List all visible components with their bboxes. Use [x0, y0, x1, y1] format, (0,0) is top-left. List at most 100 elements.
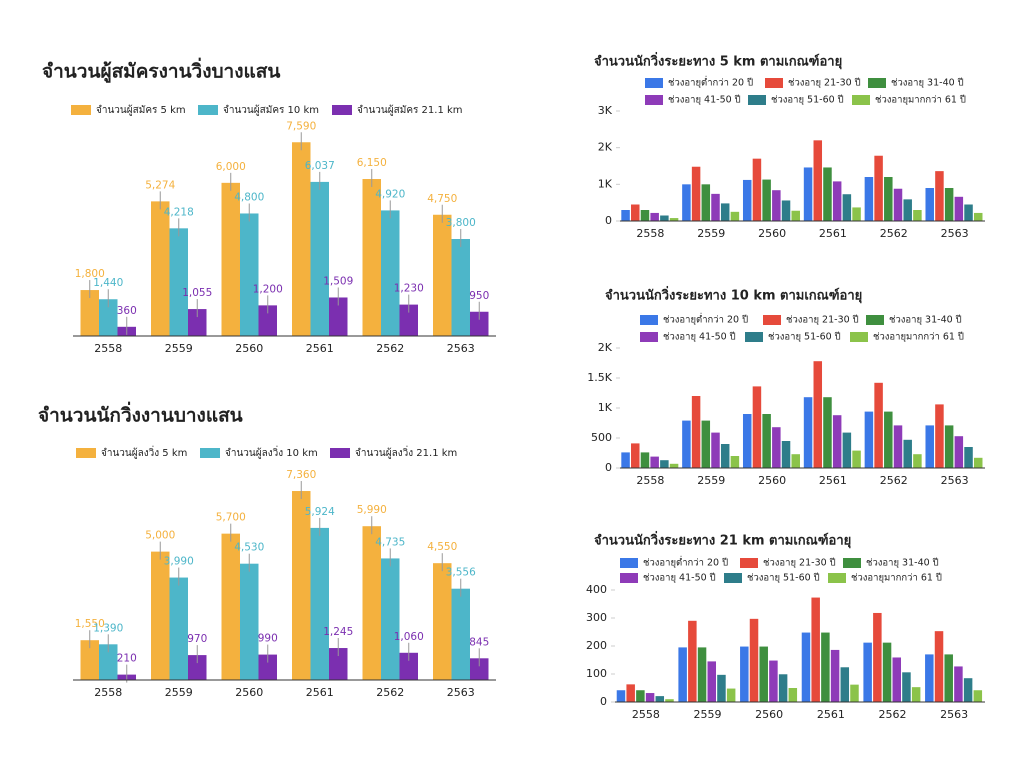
bar — [852, 450, 861, 468]
legend-swatch — [745, 332, 763, 342]
value-label: 4,530 — [234, 542, 264, 554]
x-tick-label: 2563 — [940, 708, 968, 721]
y-tick-label: 300 — [586, 611, 607, 624]
legend-label: จำนวนผู้ลงวิ่ง 21.1 km — [355, 445, 457, 459]
x-tick-label: 2560 — [755, 708, 783, 721]
bar — [973, 212, 983, 221]
x-tick-label: 2560 — [758, 227, 786, 240]
bar — [944, 188, 954, 221]
legend-swatch — [640, 332, 658, 342]
bar — [788, 688, 798, 702]
legend-swatch — [330, 448, 350, 458]
value-label: 6,150 — [357, 157, 387, 169]
legend-swatch — [645, 78, 663, 88]
value-label: 4,218 — [164, 206, 194, 218]
value-label: 210 — [117, 653, 137, 665]
legend-swatch — [748, 95, 766, 105]
x-tick-label: 2563 — [941, 227, 969, 240]
bar — [762, 179, 771, 221]
bar — [823, 167, 832, 221]
bar — [221, 533, 240, 680]
value-label: 1,200 — [253, 283, 283, 295]
bar — [329, 297, 348, 336]
bar — [381, 210, 400, 336]
value-label: 4,750 — [427, 193, 457, 205]
bar — [310, 527, 329, 680]
legend-swatch — [868, 78, 886, 88]
bar — [399, 652, 418, 680]
bar — [813, 140, 823, 221]
legend-label: ช่วงอายุ 31-40 ปี — [891, 77, 964, 89]
bar — [665, 699, 674, 702]
legend-swatch — [200, 448, 220, 458]
bar — [830, 649, 840, 702]
legend-swatch — [620, 558, 638, 568]
bar — [823, 397, 832, 468]
bar — [925, 425, 934, 468]
x-tick-label: 2559 — [165, 686, 193, 699]
bar — [954, 196, 964, 221]
value-label: 7,360 — [286, 469, 316, 481]
x-tick-label: 2558 — [94, 686, 122, 699]
bar — [892, 657, 901, 702]
bar — [749, 618, 759, 702]
legend-label: ช่วงอายุ 31-40 ปี — [866, 557, 939, 569]
legend-swatch — [645, 95, 663, 105]
bar — [701, 184, 711, 221]
bar — [258, 654, 277, 680]
bar — [433, 563, 452, 680]
value-label: 1,440 — [93, 277, 123, 289]
legend-label: ช่วงอายุ 41-50 ปี — [663, 331, 736, 343]
bar — [645, 693, 655, 702]
bar — [740, 646, 749, 702]
legend-label: จำนวนผู้สมัคร 10 km — [223, 104, 319, 116]
bar — [864, 177, 874, 221]
x-tick-label: 2561 — [817, 708, 845, 721]
value-label: 5,274 — [145, 179, 175, 191]
x-tick-label: 2558 — [632, 708, 660, 721]
bar — [717, 674, 726, 702]
bar — [470, 658, 489, 680]
legend-label: จำนวนผู้สมัคร 21.1 km — [357, 104, 463, 116]
bar — [650, 456, 659, 468]
value-label: 1,550 — [75, 618, 105, 630]
bar — [720, 203, 730, 221]
bar — [99, 299, 118, 336]
bar — [752, 158, 762, 221]
legend-label: ช่วงอายุ 21-30 ปี — [763, 557, 836, 569]
bar — [669, 463, 679, 468]
bar — [884, 177, 893, 221]
bar — [832, 181, 842, 221]
bar — [903, 439, 912, 468]
x-tick-label: 2559 — [694, 708, 722, 721]
value-label: 1,230 — [394, 283, 424, 295]
bar — [640, 452, 650, 468]
y-tick-label: 0 — [600, 695, 607, 708]
bar — [874, 155, 883, 221]
bar — [381, 558, 400, 680]
legend-swatch — [640, 315, 658, 325]
value-label: 5,700 — [216, 512, 246, 524]
legend-label: ช่วงอายุมากกว่า 61 ปี — [873, 331, 964, 343]
y-tick-label: 200 — [586, 639, 607, 652]
bar — [691, 396, 701, 468]
x-tick-label: 2562 — [376, 686, 404, 699]
bar — [621, 452, 630, 468]
bar — [803, 397, 813, 468]
bar — [711, 432, 720, 468]
legend-label: ช่วงอายุ 21-30 ปี — [788, 77, 861, 89]
bar — [688, 620, 697, 702]
bar — [842, 432, 852, 468]
legend-swatch — [724, 573, 742, 583]
value-label: 4,735 — [375, 536, 405, 548]
value-label: 950 — [469, 290, 489, 302]
bar — [329, 648, 348, 680]
value-label: 1,245 — [323, 626, 353, 638]
bar — [842, 194, 852, 221]
value-label: 5,924 — [305, 506, 335, 518]
bar — [954, 666, 963, 702]
legend-label: จำนวนผู้ลงวิ่ง 5 km — [101, 445, 187, 459]
bar — [973, 457, 983, 468]
